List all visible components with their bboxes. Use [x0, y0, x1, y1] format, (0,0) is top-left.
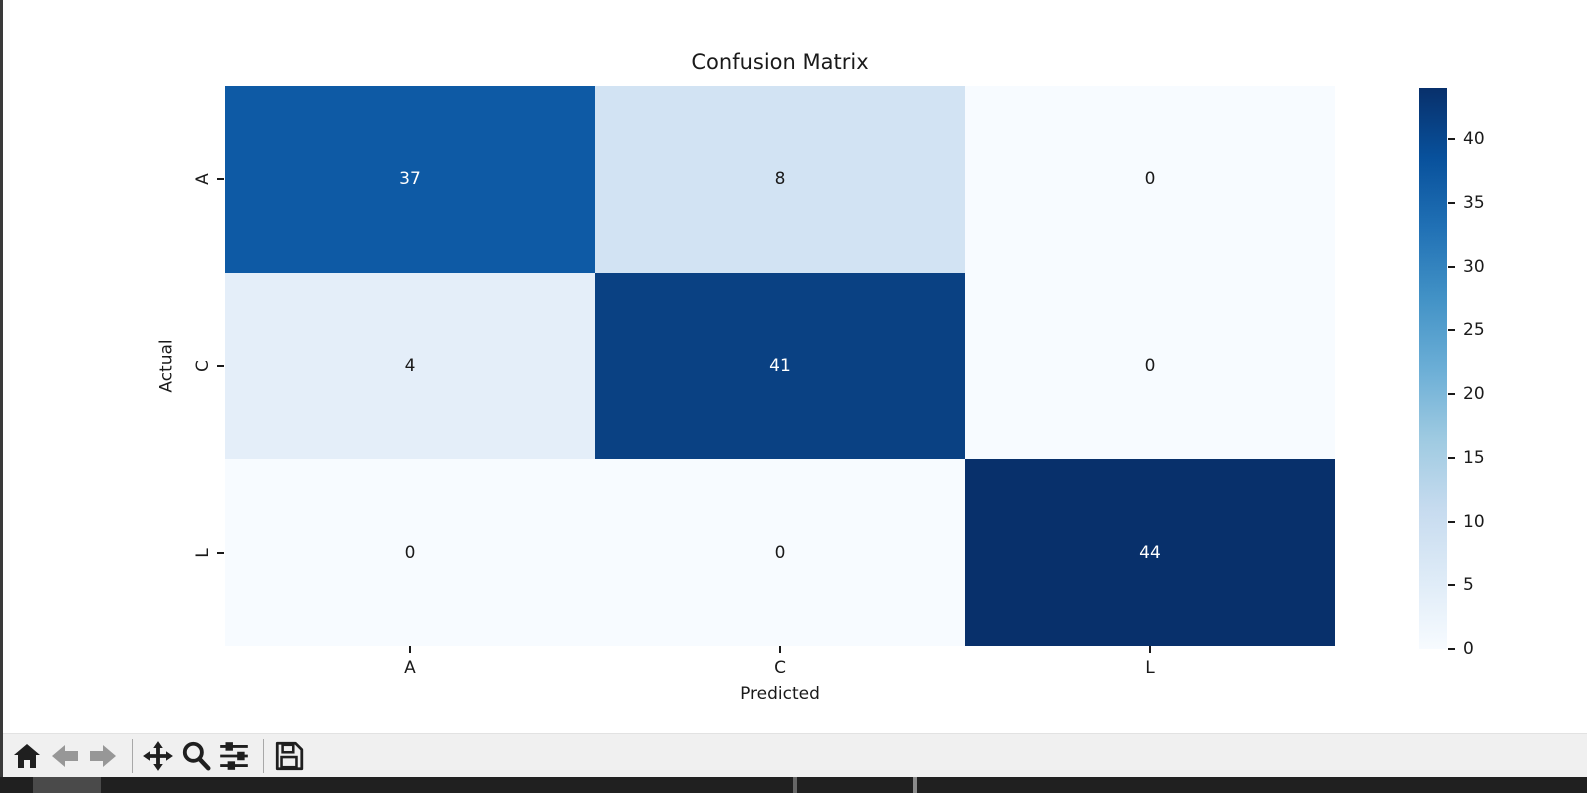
colorbar-tick-mark — [1448, 393, 1455, 395]
toolbar-separator — [263, 738, 264, 773]
bottom-edge-segment — [793, 777, 797, 793]
x-tick-mark — [409, 646, 411, 653]
window-left-border — [0, 0, 3, 777]
forward-button[interactable] — [86, 739, 120, 773]
y-tick-label: L — [193, 547, 213, 558]
y-tick-mark — [217, 365, 224, 367]
colorbar-tick-mark — [1448, 520, 1455, 523]
back-button[interactable] — [48, 739, 82, 773]
forward-arrow-icon — [88, 741, 118, 771]
pan-button[interactable] — [141, 739, 175, 773]
colorbar-tick-label: 25 — [1463, 320, 1485, 341]
y-axis-tick-marks — [217, 86, 225, 646]
y-tick-mark — [217, 178, 224, 181]
colorbar-tick-mark — [1448, 456, 1455, 459]
home-button[interactable] — [10, 739, 44, 773]
colorbar-tick-mark — [1448, 201, 1455, 204]
x-axis-title: Predicted — [740, 684, 820, 704]
y-axis-tick-labels: A C L — [188, 86, 218, 646]
save-floppy-icon — [273, 740, 305, 772]
colorbar-tick-label: 30 — [1463, 256, 1485, 277]
y-axis-title: Actual — [157, 339, 178, 393]
colorbar-gradient — [1419, 88, 1447, 649]
colorbar-tick-mark — [1448, 329, 1455, 332]
heatmap-cell-L-C: 0 — [595, 459, 965, 646]
navigation-toolbar — [0, 733, 1587, 777]
x-tick-label: L — [1145, 658, 1155, 678]
colorbar-tick-mark — [1448, 648, 1455, 650]
x-tick-label: C — [774, 658, 786, 678]
colorbar-tick-mark — [1448, 265, 1455, 268]
colorbar-tick-label: 10 — [1463, 511, 1485, 532]
colorbar-tick-label: 15 — [1463, 447, 1485, 468]
window-bottom-edge — [0, 777, 1587, 793]
y-tick-label: C — [193, 360, 213, 372]
y-tick-mark — [217, 551, 224, 554]
colorbar-tick-label: 5 — [1463, 575, 1474, 596]
zoom-button[interactable] — [179, 739, 213, 773]
colorbar-tick-label: 40 — [1463, 129, 1485, 149]
back-arrow-icon — [50, 741, 80, 771]
heatmap-cell-A-C: 8 — [595, 86, 965, 273]
configure-subplots-button[interactable] — [217, 739, 251, 773]
colorbar-tick-label: 35 — [1463, 192, 1485, 213]
bottom-edge-segment — [33, 777, 101, 793]
toolbar-separator — [132, 738, 133, 773]
heatmap-cell-C-L: 0 — [965, 272, 1335, 460]
heatmap-cell-L-A: 0 — [225, 459, 595, 646]
heatmap-cell-A-A: 37 — [225, 86, 595, 273]
colorbar-tick-mark — [1448, 584, 1455, 587]
home-icon — [12, 741, 42, 771]
chart-title: Confusion Matrix — [691, 50, 869, 74]
subplots-sliders-icon — [217, 740, 251, 772]
y-tick-label: A — [193, 173, 213, 186]
zoom-magnifier-icon — [180, 740, 212, 772]
colorbar-tick-mark — [1448, 138, 1455, 140]
colorbar: 0 5 10 15 20 25 30 35 40 — [1419, 88, 1485, 659]
colorbar-tick-label: 0 — [1463, 639, 1474, 659]
heatmap-cell-A-L: 0 — [965, 86, 1335, 273]
x-tick-mark — [779, 646, 781, 653]
x-axis-tick-marks — [225, 646, 1335, 654]
bottom-edge-segment — [913, 777, 917, 793]
save-button[interactable] — [272, 739, 306, 773]
heatmap-cell-L-L: 44 — [965, 459, 1335, 646]
x-tick-label: A — [404, 658, 416, 678]
pan-icon — [142, 740, 174, 772]
colorbar-tick-label: 20 — [1463, 384, 1485, 404]
heatmap-cell-C-A: 4 — [225, 272, 595, 460]
x-tick-mark — [1149, 646, 1151, 653]
heatmap-cell-C-C: 41 — [595, 272, 965, 460]
heatmap-grid: 37 8 0 4 41 0 0 0 44 — [225, 86, 1335, 646]
